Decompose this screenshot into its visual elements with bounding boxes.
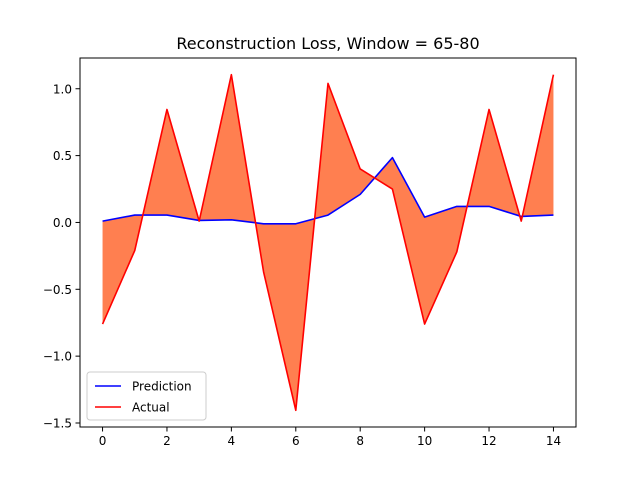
y-tick-label: 1.0 bbox=[53, 82, 72, 96]
x-tick-label: 8 bbox=[356, 434, 364, 448]
chart-title: Reconstruction Loss, Window = 65-80 bbox=[176, 34, 479, 53]
y-tick-label: 0.5 bbox=[53, 149, 72, 163]
x-tick-label: 6 bbox=[292, 434, 300, 448]
legend-label-prediction: Prediction bbox=[132, 380, 192, 394]
difference-fill-area bbox=[102, 74, 554, 411]
x-tick-label: 2 bbox=[163, 434, 171, 448]
y-tick-label: −1.5 bbox=[43, 416, 72, 430]
fill-between-area bbox=[102, 74, 554, 411]
x-tick-label: 4 bbox=[228, 434, 236, 448]
x-tick-label: 0 bbox=[99, 434, 107, 448]
legend-label-actual: Actual bbox=[132, 401, 170, 415]
axes-frame bbox=[79, 57, 577, 428]
x-tick-label: 14 bbox=[546, 434, 561, 448]
series-line-actual bbox=[101, 73, 555, 412]
series-lines bbox=[101, 73, 555, 412]
y-axis: −1.5 −1.0 −0.5 0.0 0.5 1.0 bbox=[43, 82, 80, 430]
legend-box bbox=[86, 371, 207, 421]
y-tick-label: 0.0 bbox=[53, 216, 72, 230]
legend: Prediction Actual bbox=[86, 371, 207, 421]
series-line-prediction bbox=[102, 156, 554, 225]
x-axis: 0 2 4 6 8 10 12 14 bbox=[99, 427, 561, 448]
y-tick-label: −1.0 bbox=[43, 350, 72, 364]
x-tick-label: 12 bbox=[481, 434, 496, 448]
x-tick-label: 10 bbox=[417, 434, 432, 448]
y-tick-label: −0.5 bbox=[43, 283, 72, 297]
